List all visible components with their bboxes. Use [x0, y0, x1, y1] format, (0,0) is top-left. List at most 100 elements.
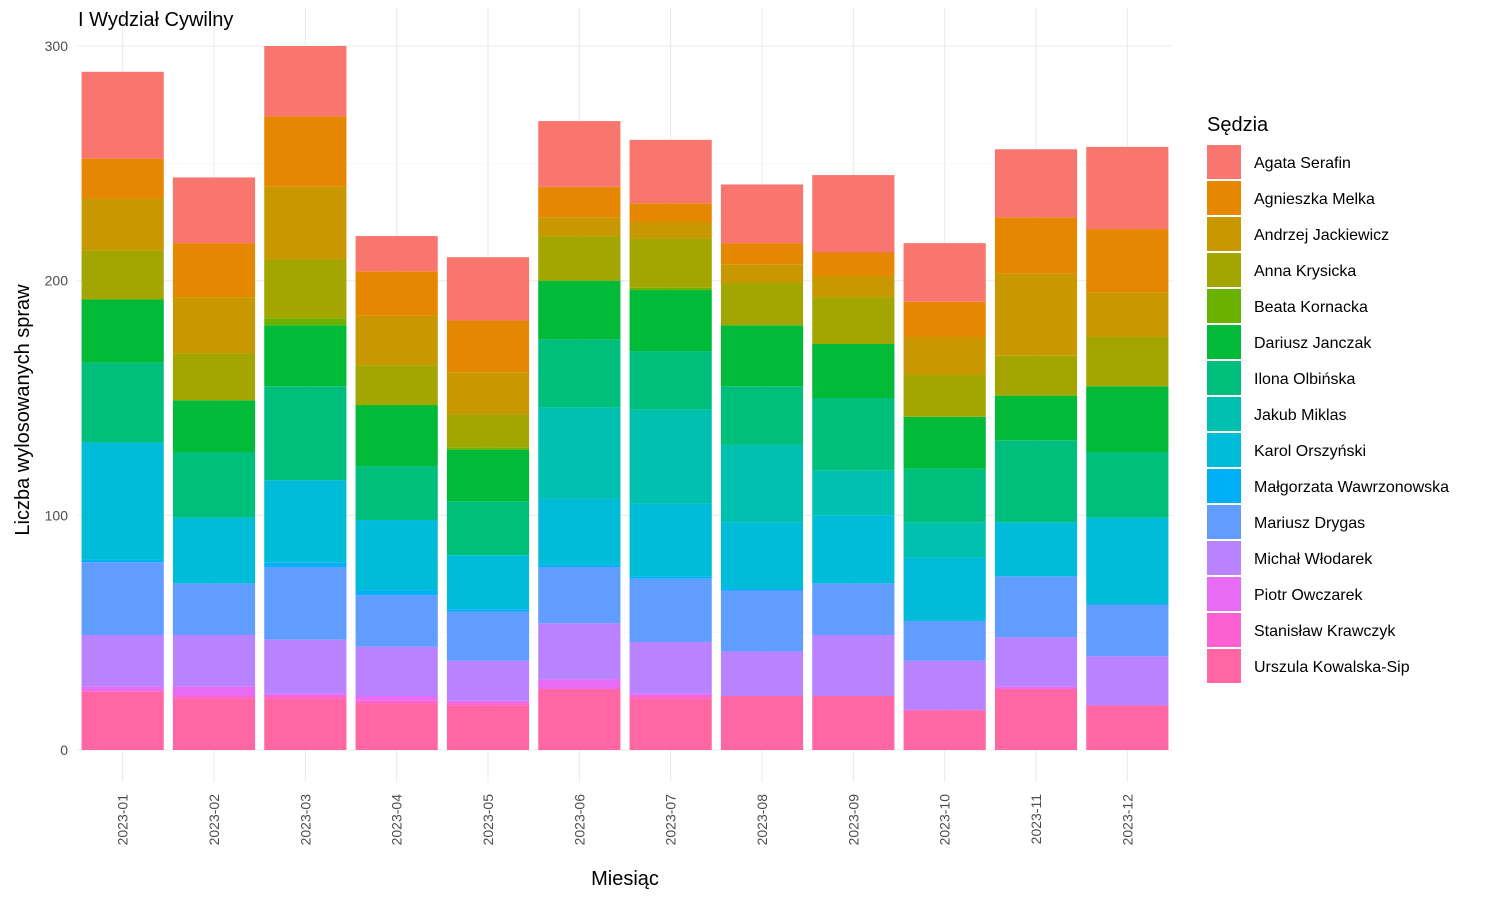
bar-segment — [720, 696, 804, 750]
bar-segment — [629, 238, 712, 288]
legend-label: Karol Orszyński — [1254, 443, 1366, 460]
bar-segment — [538, 236, 621, 281]
bar-segment — [629, 698, 712, 750]
bar-segment — [446, 660, 530, 701]
bar-segment — [264, 562, 347, 567]
bar-segment — [903, 710, 986, 750]
x-tick-label: 2023-05 — [480, 794, 496, 846]
bar-segment — [812, 175, 895, 253]
bar-segment — [355, 700, 438, 704]
bar-segment — [812, 583, 895, 636]
legend-label: Anna Krysicka — [1254, 263, 1356, 280]
y-tick-label: 100 — [45, 507, 69, 523]
legend-key — [1207, 217, 1241, 251]
legend-key — [1207, 577, 1241, 611]
bar-segment — [81, 158, 164, 199]
chart-title: I Wydział Cywilny — [78, 9, 233, 31]
bar-segment — [812, 398, 895, 471]
legend-key — [1207, 433, 1241, 467]
bar-segment — [446, 449, 530, 502]
bar-segment — [720, 325, 804, 387]
bar-segment — [903, 660, 986, 711]
bar-segment — [538, 217, 621, 237]
legend-key — [1207, 289, 1241, 323]
bar-segment — [538, 498, 621, 565]
bar-segment — [446, 555, 530, 610]
legend-label: Ilona Olbińska — [1254, 371, 1355, 388]
legend-label: Urszula Kowalska-Sip — [1254, 659, 1410, 676]
x-tick-label: 2023-08 — [754, 794, 770, 846]
bar-segment — [720, 444, 804, 523]
y-tick-label: 0 — [60, 742, 68, 758]
bar-segment — [355, 646, 438, 697]
x-tick-label: 2023-04 — [389, 794, 405, 846]
bar-segment — [720, 283, 804, 326]
bar-segment — [994, 440, 1078, 523]
bar-segment — [172, 696, 256, 699]
bar-segment — [994, 576, 1078, 638]
bar-segment — [172, 583, 256, 636]
bar-segment — [538, 688, 621, 750]
bar-segment — [355, 405, 438, 467]
bar-segment — [355, 271, 438, 316]
bar-segment — [812, 635, 895, 697]
bar-segment — [538, 407, 621, 499]
bar-segment — [994, 217, 1078, 274]
bar-segment — [994, 522, 1078, 577]
y-axis-title: Liczba wylosowanych spraw — [12, 284, 34, 536]
legend-label: Piotr Owczarek — [1254, 587, 1363, 604]
bar-segment — [994, 273, 1078, 356]
bar-segment — [1086, 229, 1169, 293]
legend-label: Agnieszka Melka — [1254, 191, 1375, 208]
bar-segment — [172, 686, 256, 697]
bar-segment — [720, 264, 804, 284]
bars — [81, 46, 1169, 750]
bar-segment — [994, 149, 1078, 218]
bar-segment — [264, 480, 347, 563]
legend-key — [1207, 361, 1241, 395]
y-tick-label: 200 — [45, 273, 69, 289]
x-axis-title: Miesiąc — [591, 868, 659, 890]
bar-segment — [264, 46, 347, 117]
x-tick-label: 2023-11 — [1028, 794, 1044, 845]
x-tick-label: 2023-01 — [115, 794, 131, 846]
bar-segment — [264, 186, 347, 260]
legend-key — [1207, 145, 1241, 179]
bar-segment — [446, 414, 530, 448]
bar-segment — [172, 698, 256, 750]
bar-segment — [172, 177, 256, 244]
bar-segment — [903, 557, 986, 621]
legend-label: Jakub Miklas — [1254, 407, 1346, 424]
bar-segment — [538, 339, 621, 408]
bar-segment — [994, 355, 1078, 396]
bar-segment — [812, 515, 895, 584]
bar-segment — [446, 705, 530, 750]
bar-segment — [903, 301, 986, 337]
legend-label: Małgorzata Wawrzonowska — [1254, 479, 1449, 496]
bar-segment — [81, 562, 164, 636]
legend-key — [1207, 505, 1241, 539]
bar-segment — [355, 365, 438, 406]
bar-segment — [446, 447, 530, 450]
x-tick-label: 2023-06 — [571, 794, 587, 846]
x-tick-label: 2023-12 — [1119, 794, 1135, 846]
bar-segment — [629, 222, 712, 239]
bar-segment — [172, 297, 256, 354]
bar-segment — [812, 696, 895, 750]
bar-segment — [264, 386, 347, 481]
bar-segment — [355, 520, 438, 591]
bar-segment — [812, 297, 895, 345]
bar-segment — [1086, 386, 1169, 452]
bar-segment — [81, 71, 164, 159]
bar-segment — [81, 442, 164, 560]
x-tick-label: 2023-07 — [663, 794, 679, 846]
bar-segment — [538, 280, 621, 340]
bar-segment — [812, 252, 895, 276]
bar-segment — [1086, 517, 1169, 605]
bar-segment — [812, 344, 895, 398]
bar-segment — [903, 374, 986, 417]
bar-segment — [629, 287, 712, 291]
bar-segment — [264, 698, 347, 750]
bar-segment — [629, 696, 712, 699]
